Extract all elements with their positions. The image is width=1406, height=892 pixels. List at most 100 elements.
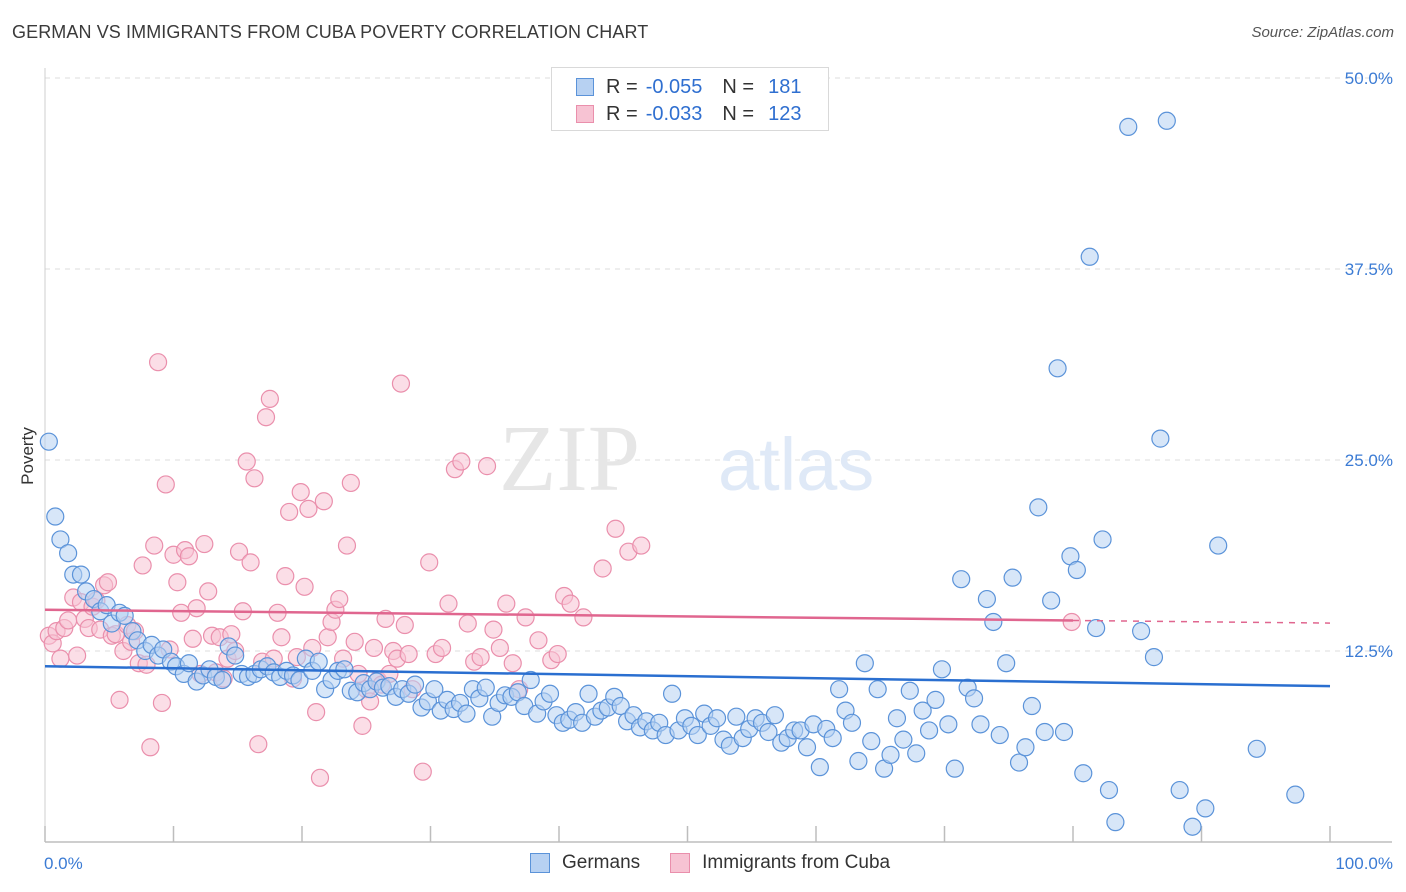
germans-point [926, 690, 945, 709]
germans-point [405, 675, 425, 694]
cuba-trend-extension [1072, 619, 1331, 624]
germans-trend-line [44, 665, 1331, 688]
source-label: Source: ZipAtlas.com [1251, 24, 1394, 41]
germans-point [425, 680, 444, 699]
germans-point [1087, 618, 1106, 638]
germans-point [849, 751, 868, 771]
cuba-point [145, 536, 164, 555]
cuba-point [245, 469, 264, 488]
germans-point [810, 758, 829, 777]
cuba-point [1062, 612, 1081, 632]
germans-point [1106, 813, 1125, 832]
germans-point [945, 759, 964, 778]
germans-point [913, 701, 932, 720]
cuba-point [307, 703, 326, 722]
cuba-point [229, 542, 249, 561]
cuba-point [484, 620, 503, 639]
cuba-point [439, 594, 458, 613]
legend-n-label: N = [722, 102, 755, 125]
cuba-point [156, 475, 175, 494]
germans-point [984, 612, 1003, 632]
cuba-point [395, 615, 414, 635]
germans-point [476, 678, 495, 697]
germans-point [335, 660, 354, 679]
cuba-point [276, 567, 295, 586]
legend-r-value: -0.055 [645, 75, 703, 98]
germans-point [977, 589, 997, 609]
cuba-point [561, 594, 580, 613]
germans-point [521, 670, 540, 690]
legend-row-cuba: R = -0.033 N = 123 [576, 102, 801, 126]
cuba-point [391, 374, 411, 393]
legend-r-label: R = [606, 102, 638, 125]
germans-point [1003, 568, 1022, 587]
cuba-point [299, 499, 318, 518]
germans-point [1016, 738, 1035, 757]
germans-point [213, 670, 232, 690]
germans-point [1009, 753, 1029, 772]
cuba-point [471, 648, 490, 667]
germans-point [727, 707, 746, 726]
cuba-point [183, 629, 202, 648]
cuba-point [110, 690, 129, 709]
germans-point [457, 704, 476, 723]
cuba-point [477, 457, 497, 476]
germans-point [1170, 780, 1189, 800]
cuba-point [399, 644, 418, 664]
germans-point [907, 744, 926, 763]
cuba-point [548, 644, 567, 664]
germans-point [971, 715, 990, 734]
cuba-point [141, 738, 160, 757]
germans-point [842, 713, 862, 732]
cuba-point [318, 628, 337, 647]
cuba-point [249, 735, 268, 754]
cuba-point [199, 582, 218, 601]
germans-point [1093, 530, 1112, 549]
germans-point [540, 684, 560, 703]
cuba-point [68, 646, 87, 665]
germans-point [611, 696, 630, 716]
germans-point [765, 706, 784, 725]
germans-point [1054, 722, 1074, 742]
germans-point [1157, 111, 1176, 130]
germans-point [830, 680, 849, 699]
germans-point [862, 732, 881, 751]
legend-r-value: -0.033 [645, 102, 703, 125]
cuba-point [632, 536, 651, 555]
cuba-point [490, 638, 509, 658]
cuba-point [51, 649, 70, 668]
germans-point [290, 670, 309, 690]
germans-point [759, 722, 778, 742]
germans-point [226, 646, 245, 665]
cuba-point [516, 608, 535, 627]
cuba-point [148, 353, 168, 372]
germans-point [997, 654, 1016, 673]
series-germans [39, 111, 1305, 836]
cuba-point [593, 559, 612, 578]
germans-point [59, 544, 78, 563]
cuba-point [529, 631, 548, 650]
cuba-point [345, 632, 364, 651]
cuba-point [364, 638, 384, 658]
germans-point [1048, 359, 1067, 378]
cuba-point [452, 452, 471, 471]
germans-point [939, 715, 958, 734]
germans-point [1067, 560, 1086, 580]
germans-point [855, 654, 874, 673]
cuba-point [241, 553, 260, 572]
tick-labels: 12.5% 25.0% 37.5% 50.0% 0.0% 100.0% [44, 69, 1393, 873]
cuba-point [291, 482, 310, 502]
legend-n-label: N = [722, 75, 755, 98]
germans-point [662, 684, 682, 703]
germans-point [1080, 247, 1099, 266]
legend-item-germans: Germans [530, 852, 640, 874]
cuba-point [172, 603, 191, 622]
germans-point [990, 725, 1009, 745]
legend-n-value: 181 [768, 75, 802, 98]
cuba-point [503, 654, 522, 673]
germans-point [1074, 764, 1093, 783]
germans-point [309, 652, 328, 671]
y-tick-label-1: 25.0% [1345, 451, 1393, 470]
cuba-point [314, 492, 333, 511]
